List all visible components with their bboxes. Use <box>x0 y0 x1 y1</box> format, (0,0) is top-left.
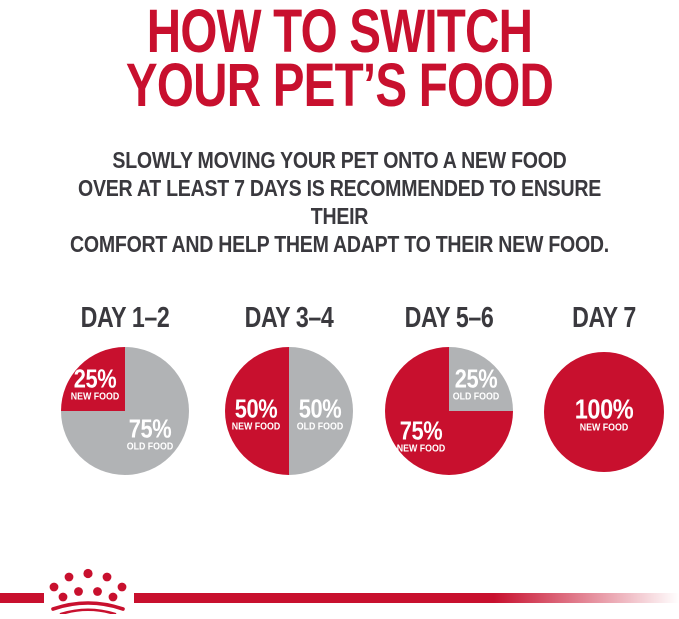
slice-name: NEW FOOD <box>70 390 120 403</box>
footer-bar-right-segment <box>134 593 679 603</box>
pie-chart: 25% NEW FOOD 75% OLD FOOD <box>61 347 189 475</box>
chart-column-day-1-2: DAY 1–2 25% NEW FOOD 75% OLD FOOD <box>45 303 205 475</box>
day-label: DAY 1–2 <box>80 302 170 334</box>
chart-column-day-7: DAY 7 100% NEW FOOD <box>524 303 679 472</box>
slice-percent: 50% <box>298 393 342 424</box>
subtitle-line3: COMFORT AND HELP THEM ADAPT TO THEIR NEW… <box>70 231 609 257</box>
crown-icon <box>49 568 127 614</box>
subtitle-line1: SLOWLY MOVING YOUR PET ONTO A NEW FOOD <box>112 147 567 173</box>
slice-percent: 50% <box>234 393 278 424</box>
page-title-line2: YOUR PET’S FOOD <box>125 51 554 119</box>
page-title-line1: HOW TO SWITCH <box>146 0 533 65</box>
chart-column-day-5-6: DAY 5–6 75% NEW FOOD 25% OLD FOOD <box>369 303 529 475</box>
slice-percent: 25% <box>454 363 498 394</box>
pie-slice-label: 100% NEW FOOD <box>574 393 634 434</box>
pie-slice-label: 75% OLD FOOD <box>126 413 174 453</box>
pie-slice-label: 25% NEW FOOD <box>70 363 120 403</box>
day-label: DAY 3–4 <box>244 302 334 334</box>
pie-chart: 50% NEW FOOD 50% OLD FOOD <box>225 347 353 475</box>
slice-percent: 75% <box>128 413 172 444</box>
pie-slice-label: 50% OLD FOOD <box>296 393 344 433</box>
slice-name: NEW FOOD <box>396 442 446 455</box>
day-label: DAY 5–6 <box>404 302 494 334</box>
pie-slice-label: 75% NEW FOOD <box>396 415 446 455</box>
slice-name: OLD FOOD <box>452 390 500 403</box>
pie-slice-label: 25% OLD FOOD <box>452 363 500 403</box>
slice-percent: 100% <box>574 393 634 425</box>
day-label: DAY 7 <box>572 302 636 334</box>
slice-percent: 75% <box>399 415 443 446</box>
footer-bar-left-segment <box>0 593 44 603</box>
slice-name: NEW FOOD <box>579 421 629 434</box>
chart-column-day-3-4: DAY 3–4 50% NEW FOOD 50% OLD FOOD <box>209 303 369 475</box>
slice-name: NEW FOOD <box>231 420 281 433</box>
pie-chart: 75% NEW FOOD 25% OLD FOOD <box>385 347 513 475</box>
royal-canin-crown-logo <box>47 566 129 614</box>
pie-slice-label: 50% NEW FOOD <box>231 393 281 433</box>
pie-chart: 100% NEW FOOD <box>544 352 664 472</box>
slice-name: OLD FOOD <box>296 420 344 433</box>
page-title: HOW TO SWITCH YOUR PET’S FOOD <box>75 0 605 119</box>
subtitle-line2: OVER AT LEAST 7 DAYS IS RECOMMENDED TO E… <box>78 175 601 229</box>
slice-name: OLD FOOD <box>126 440 174 453</box>
slice-percent: 25% <box>73 363 117 394</box>
page-subtitle: SLOWLY MOVING YOUR PET ONTO A NEW FOOD O… <box>51 146 628 258</box>
